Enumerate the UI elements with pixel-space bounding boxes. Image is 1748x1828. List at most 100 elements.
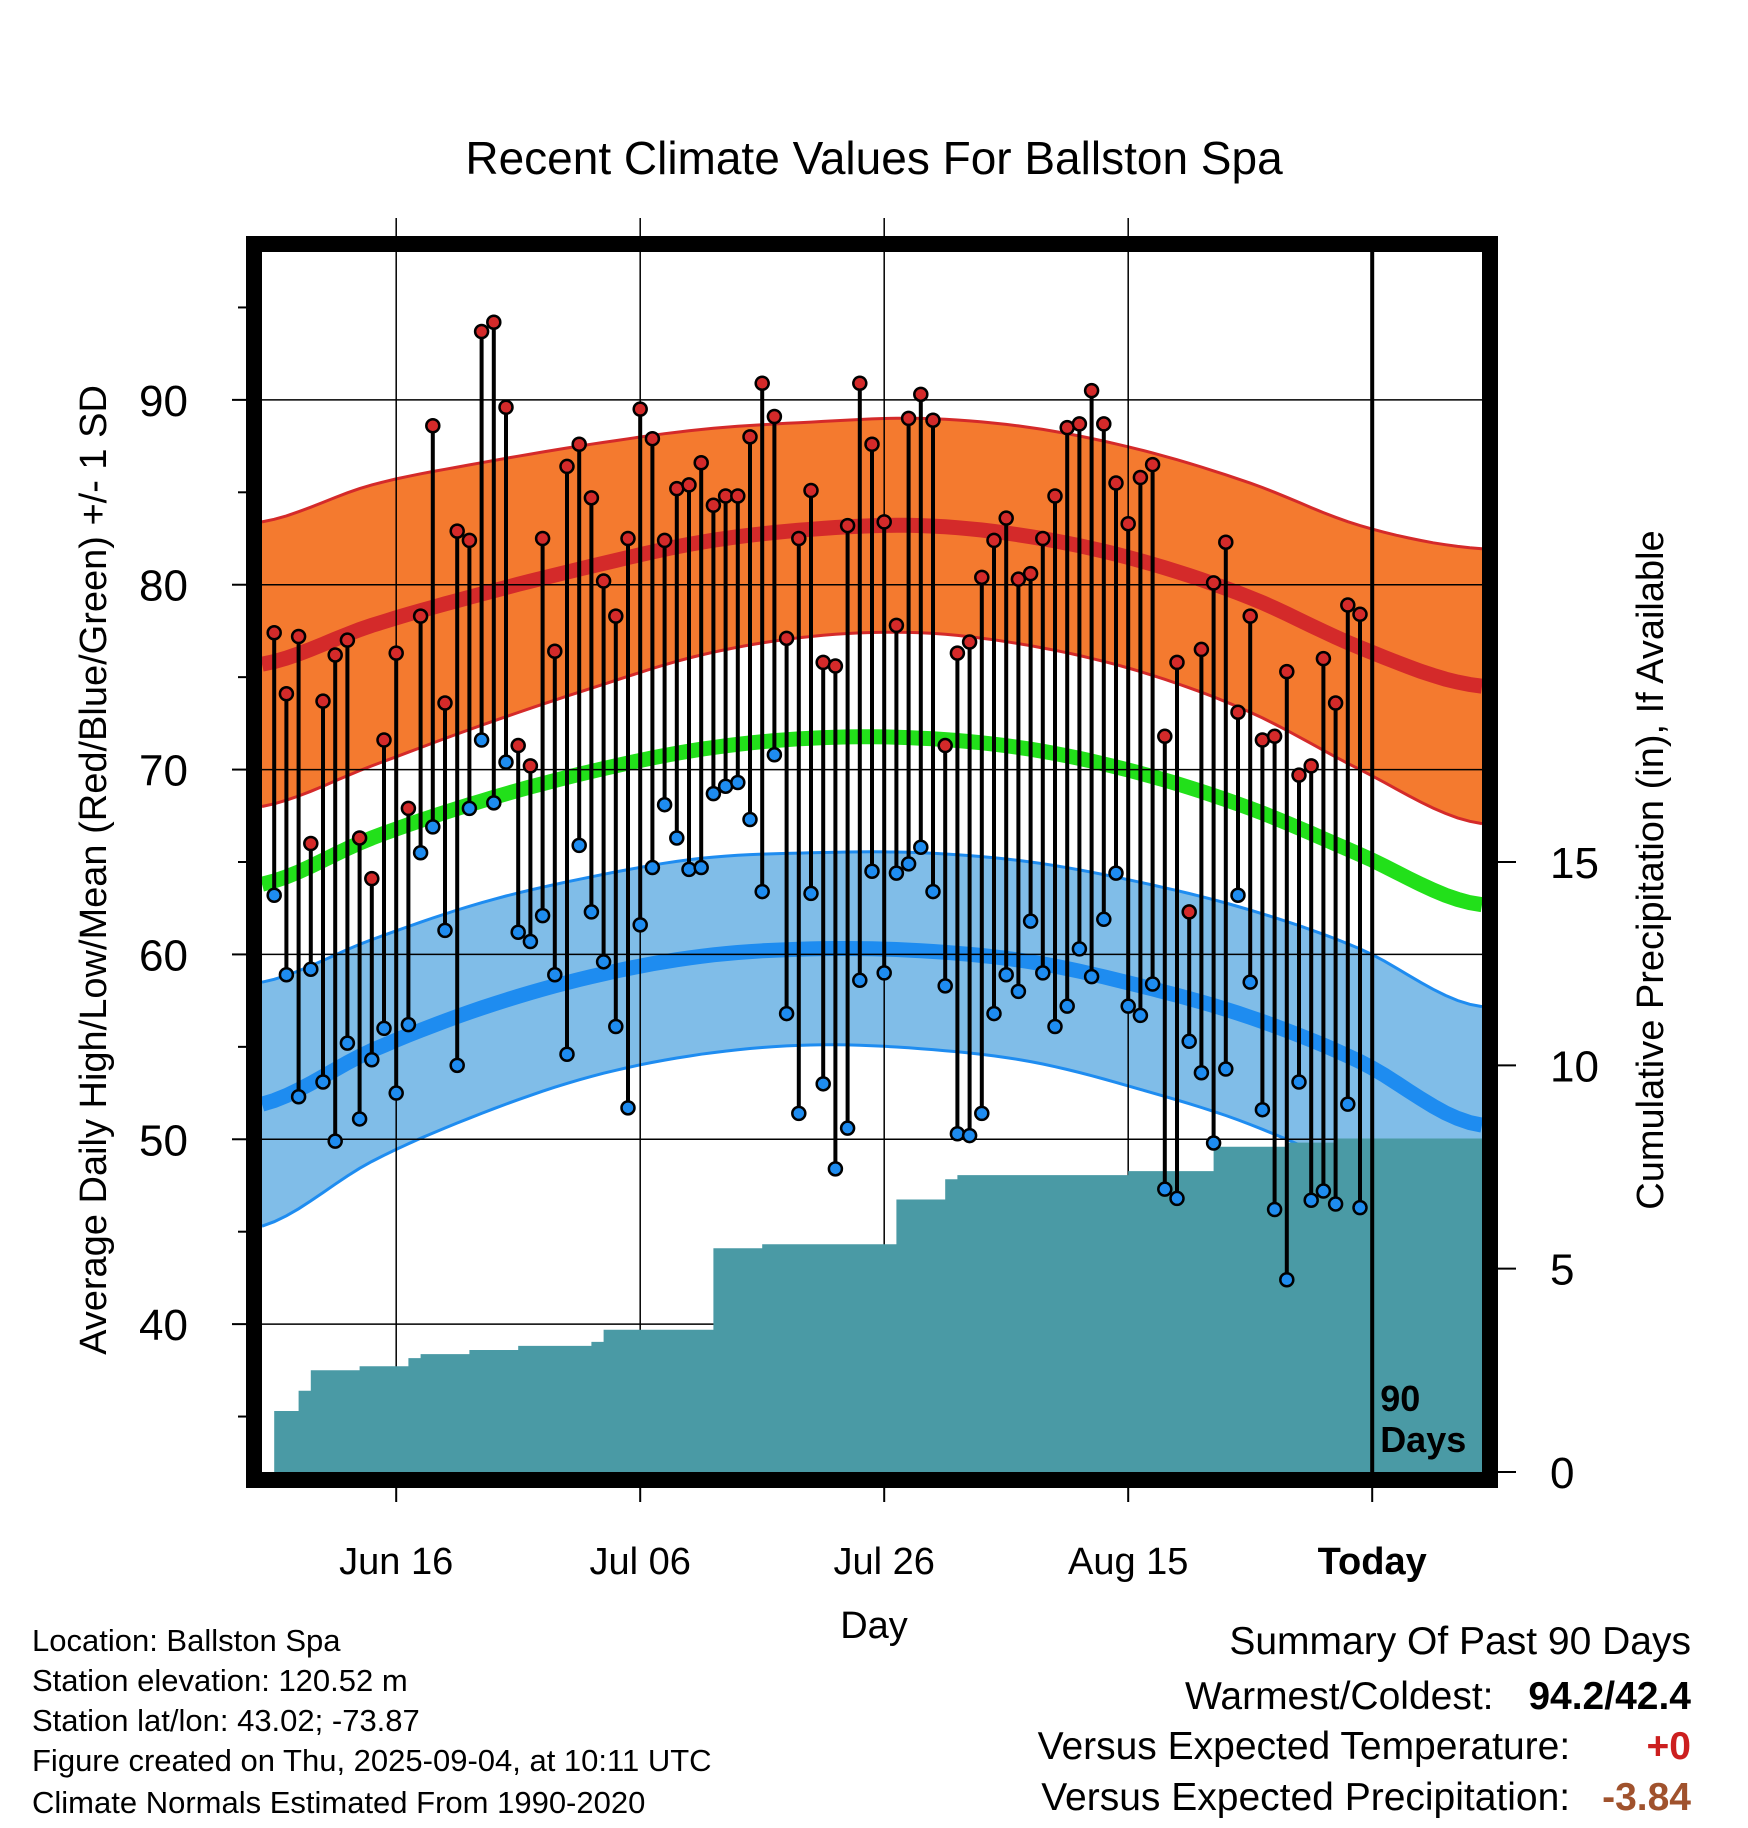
high-point	[339, 632, 356, 648]
y2-tick-label: 0	[1550, 1449, 1574, 1498]
info-created: Figure created on Thu, 2025-09-04, at 10…	[32, 1743, 712, 1778]
high-point	[1327, 695, 1344, 711]
high-point	[1108, 475, 1124, 491]
high-point	[290, 628, 307, 645]
chart-title: Recent Climate Values For Ballston Spa	[465, 132, 1283, 184]
y-tick-label: 90	[139, 377, 188, 426]
high-point	[1291, 767, 1307, 783]
observations	[266, 314, 1368, 1288]
high-point	[547, 643, 563, 660]
high-point	[632, 401, 648, 417]
low-point	[534, 907, 551, 924]
low-point	[608, 1018, 624, 1035]
high-point	[1230, 704, 1246, 721]
high-point	[412, 608, 429, 624]
high-point	[864, 436, 880, 452]
temp-label: Versus Expected Temperature:	[1037, 1725, 1571, 1768]
low-point	[1193, 1064, 1210, 1081]
low-point	[1083, 968, 1100, 985]
high-point	[608, 608, 624, 624]
high-point	[998, 510, 1014, 526]
high-point	[498, 399, 514, 416]
y-tick-label: 80	[139, 562, 188, 611]
low-point	[1279, 1272, 1295, 1288]
low-point	[290, 1089, 307, 1105]
low-point	[583, 904, 600, 920]
low-point	[376, 1020, 392, 1037]
high-point	[778, 630, 795, 647]
low-point	[449, 1057, 465, 1074]
high-point	[1352, 606, 1368, 623]
high-point	[1193, 641, 1210, 658]
low-point	[827, 1161, 844, 1177]
low-point	[815, 1076, 831, 1092]
low-normal-line	[259, 941, 1484, 1133]
high-point	[620, 530, 636, 547]
low-point	[571, 837, 587, 854]
y2-tick-label: 10	[1550, 1042, 1599, 1091]
low-point	[632, 917, 648, 933]
high-point	[852, 375, 868, 391]
high-point	[803, 482, 819, 499]
low-point	[876, 965, 892, 981]
y-tick-label: 60	[139, 931, 188, 980]
low-point	[388, 1085, 404, 1101]
low-point	[839, 1120, 856, 1136]
low-point	[339, 1035, 356, 1051]
low-point	[278, 967, 295, 983]
low-point	[498, 754, 514, 770]
high-point	[1010, 571, 1027, 587]
x-tick-label: Jun 16	[339, 1541, 453, 1583]
low-point	[303, 961, 319, 977]
high-point	[791, 530, 807, 547]
y-tick-label: 50	[139, 1116, 188, 1165]
high-point	[425, 418, 441, 434]
y2-tick-label: 5	[1550, 1246, 1574, 1295]
high-point	[986, 532, 1002, 549]
low-point	[1108, 865, 1124, 881]
high-point	[925, 412, 941, 428]
low-point	[1230, 887, 1246, 904]
low-point	[754, 883, 770, 900]
info-latlon: Station lat/lon: 43.02; -73.87	[32, 1703, 420, 1738]
low-point	[1132, 1007, 1149, 1024]
x-tick-label: Aug 15	[1068, 1541, 1188, 1583]
x-tick-label: Jul 06	[589, 1541, 690, 1583]
low-point	[1303, 1192, 1319, 1209]
low-point	[1120, 998, 1136, 1014]
high-point	[1157, 728, 1173, 745]
precipitation-area	[262, 1138, 1482, 1472]
high-point	[278, 686, 295, 702]
low-point	[803, 885, 819, 902]
y-axis-label: Average Daily High/Low/Mean (Red/Blue/Gr…	[73, 385, 115, 1355]
high-point	[1242, 608, 1258, 624]
low-point	[1266, 1201, 1283, 1218]
low-point	[656, 796, 673, 813]
high-point	[681, 477, 697, 493]
low-point	[351, 1111, 368, 1127]
high-point	[754, 375, 770, 391]
warm-cold-label: Warmest/Coldest:	[1185, 1675, 1494, 1718]
low-point	[681, 861, 697, 878]
precip-label: Versus Expected Precipitation:	[1041, 1776, 1571, 1819]
low-point	[852, 972, 868, 989]
high-point	[974, 569, 990, 586]
high-point	[730, 488, 746, 504]
y2-axis-label: Cumulative Precipitation (in), If Availa…	[1630, 530, 1672, 1209]
high-point	[364, 870, 380, 887]
low-point	[1315, 1183, 1332, 1199]
low-point	[266, 887, 282, 904]
low-point	[888, 865, 905, 881]
plot-frame	[246, 236, 1498, 1488]
y-tick-label: 40	[139, 1301, 188, 1350]
precip-area	[262, 1138, 1482, 1472]
high-point	[1071, 416, 1088, 432]
low-point	[327, 1133, 343, 1149]
x-tick-label: Today	[1318, 1541, 1427, 1583]
low-point	[522, 933, 539, 950]
high-point	[705, 497, 722, 513]
high-point	[486, 314, 502, 330]
low-point	[315, 1074, 331, 1090]
low-point	[1059, 998, 1075, 1014]
